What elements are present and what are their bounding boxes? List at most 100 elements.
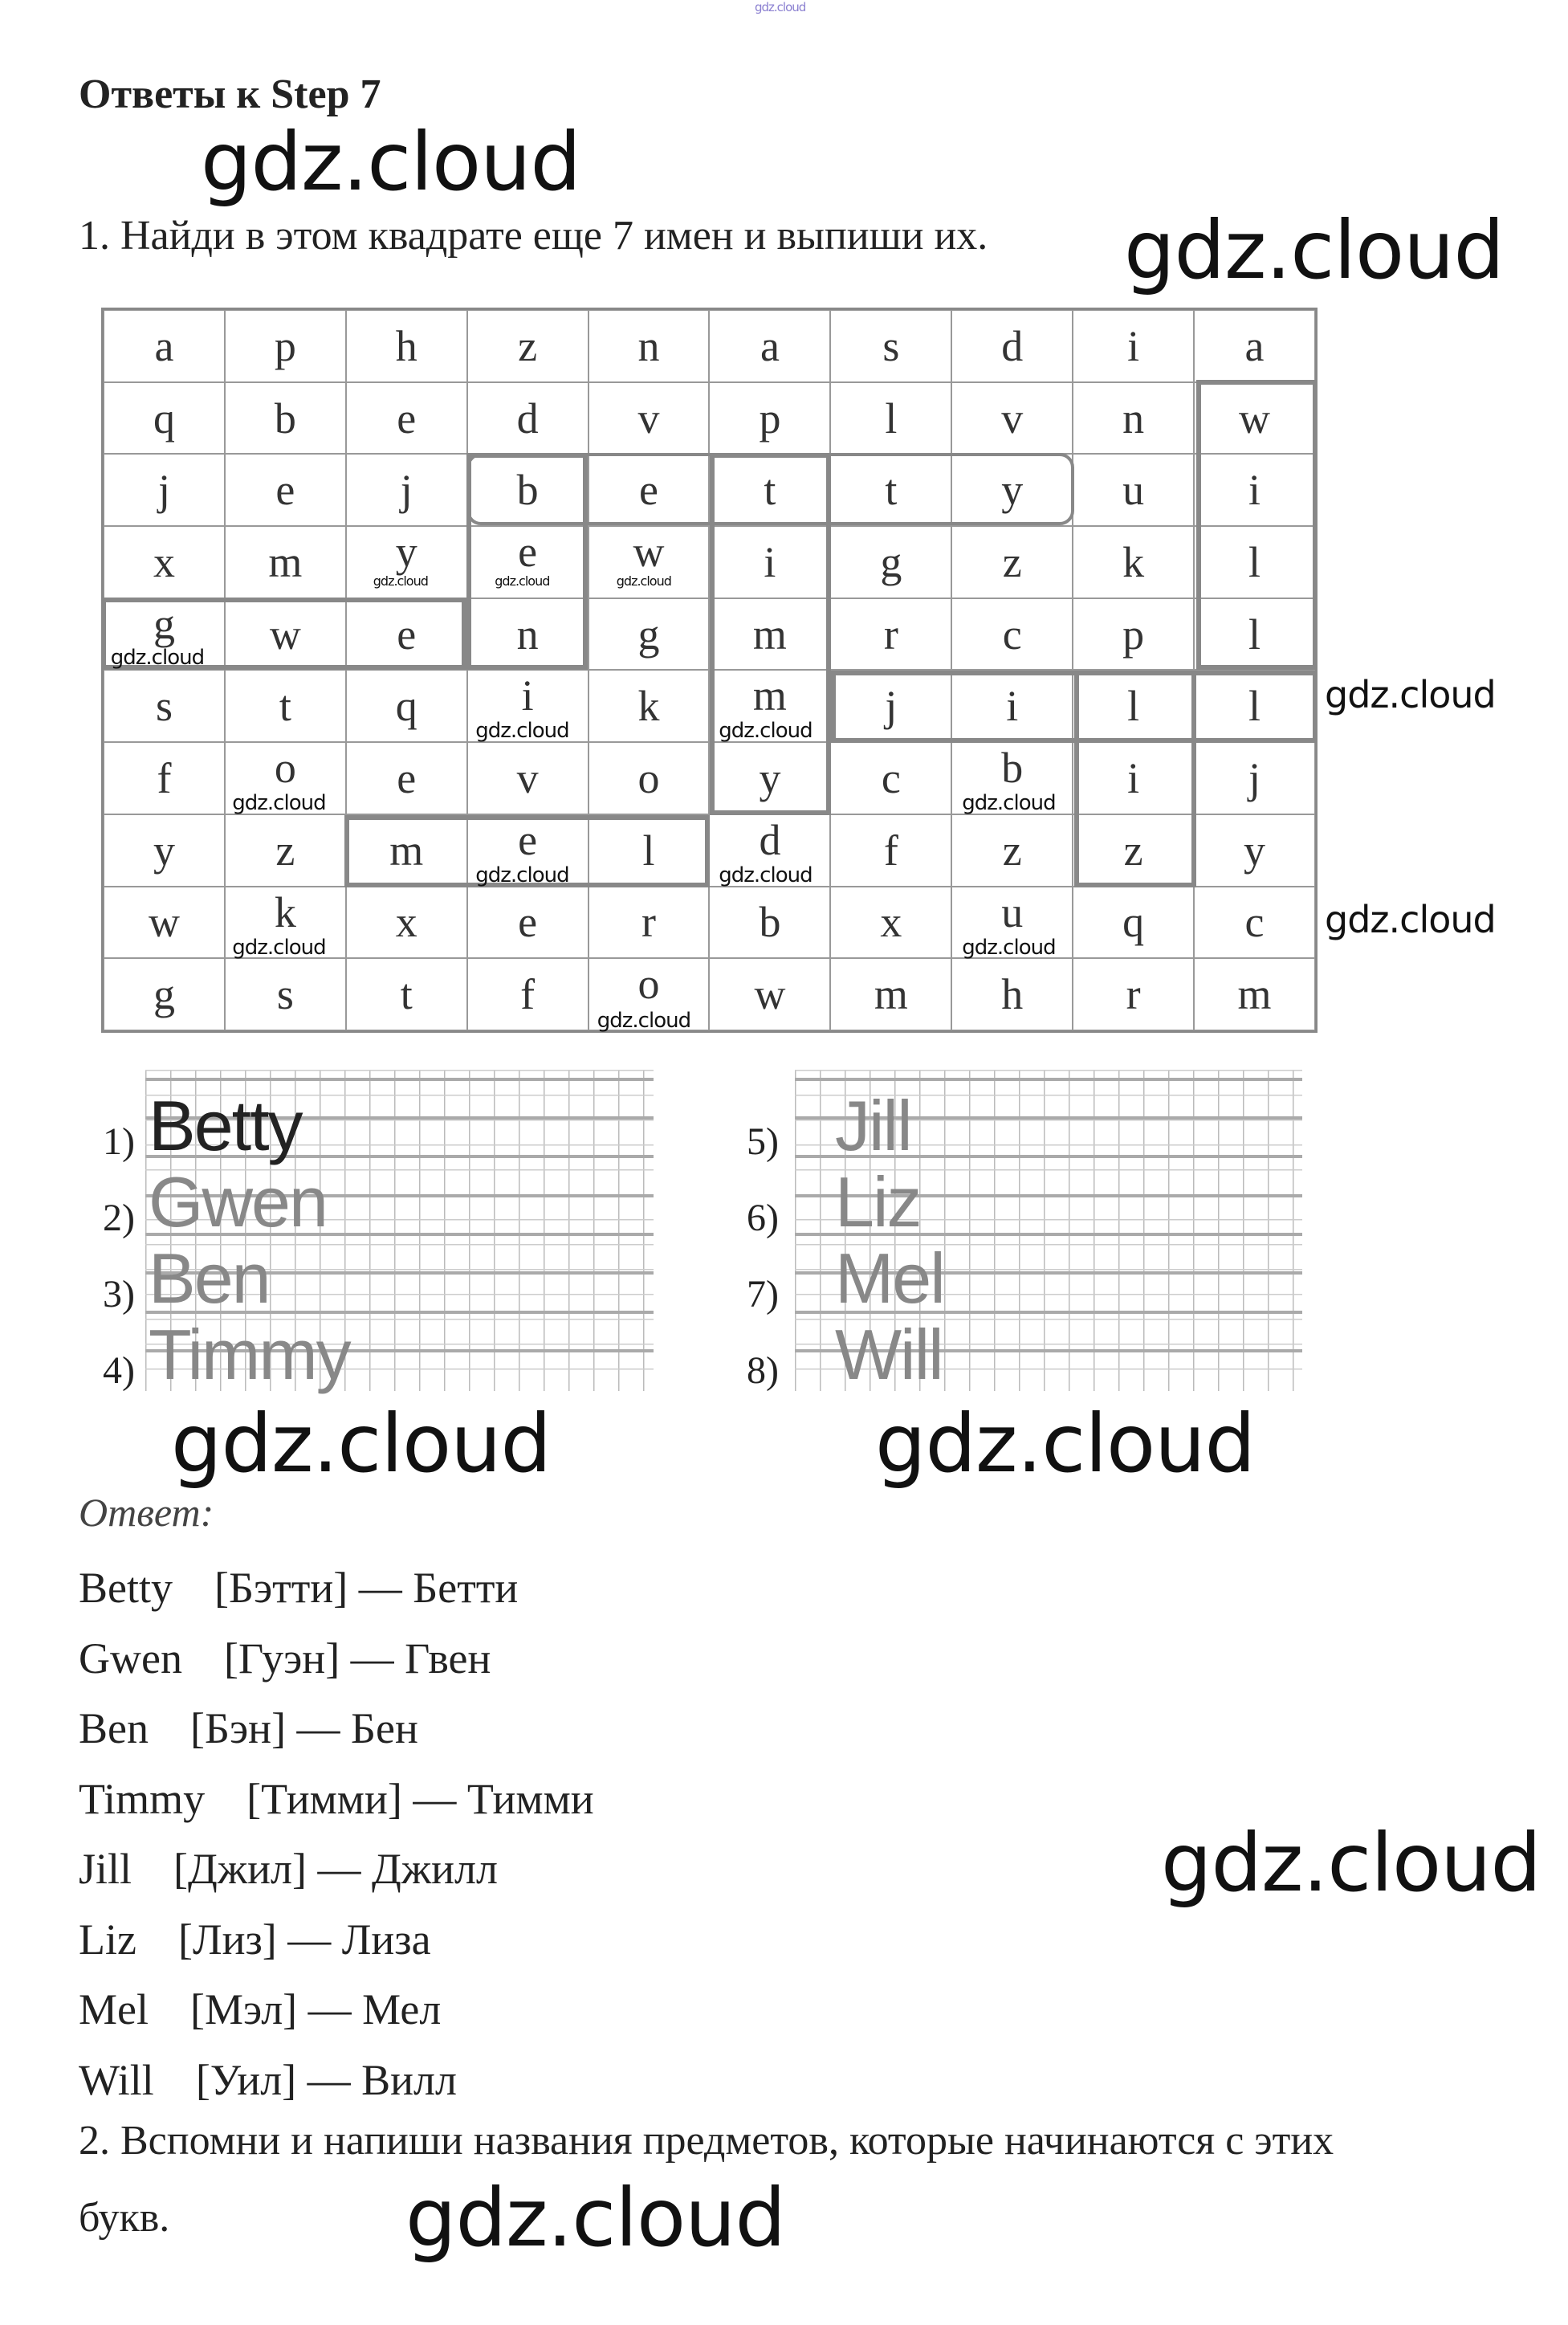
- answer-english: Liz: [79, 1915, 136, 1964]
- grid-cell: a: [1194, 310, 1315, 382]
- grid-cell: z: [1073, 814, 1195, 887]
- grid-letter: o: [637, 754, 660, 803]
- watermark: gdz.cloud: [475, 718, 569, 743]
- grid-cell: f: [466, 958, 589, 1030]
- grid-cell: h: [345, 310, 467, 382]
- answer-translation: [Лиз] — Лиза: [177, 1915, 431, 1964]
- grid-letter: w: [269, 610, 301, 659]
- name-number: 5): [747, 1120, 779, 1163]
- answer-translation: [Гуэн] — Гвен: [223, 1634, 491, 1683]
- grid-letter: y: [395, 528, 417, 577]
- watermark: gdz.cloud: [232, 790, 326, 815]
- grid-letter: k: [1122, 537, 1145, 586]
- grid-letter: o: [274, 744, 296, 793]
- grid-letter: b: [1001, 744, 1024, 793]
- grid-cell: s: [104, 670, 225, 743]
- grid-letter: e: [518, 528, 538, 577]
- grid-letter: e: [639, 466, 659, 515]
- grid-letter: z: [1002, 537, 1022, 586]
- grid-cell: b: [466, 454, 589, 527]
- grid-cell: i: [1194, 454, 1315, 527]
- grid-cell: s: [224, 958, 346, 1030]
- written-name: Ben: [149, 1238, 271, 1318]
- grid-letter: b: [516, 466, 539, 515]
- grid-letter: a: [1244, 321, 1265, 370]
- grid-cell: y: [1194, 814, 1315, 887]
- grid-letter: a: [760, 321, 780, 370]
- grid-letter: t: [764, 466, 776, 515]
- grid-letter: v: [637, 394, 660, 443]
- answer-translation: [Бэтти] — Бетти: [214, 1564, 519, 1612]
- grid-cell: m: [345, 814, 467, 887]
- answer-english: Betty: [79, 1564, 173, 1612]
- answer-english: Will: [79, 2055, 154, 2104]
- grid-letter: p: [1122, 610, 1145, 659]
- grid-cell: l: [1194, 670, 1315, 743]
- grid-cell: z: [224, 814, 346, 887]
- grid-cell: e: [345, 381, 467, 455]
- grid-cell: c: [830, 742, 952, 814]
- grid-cell: l: [588, 814, 710, 887]
- watermark: gdz.cloud: [495, 573, 550, 589]
- grid-cell: y: [951, 454, 1073, 527]
- grid-cell: k: [588, 670, 710, 743]
- grid-cell: n: [466, 598, 589, 671]
- watermark: gdz.cloud: [962, 936, 1056, 961]
- answer-label: Ответ:: [79, 1490, 214, 1535]
- grid-letter: n: [516, 610, 539, 659]
- grid-cell: t: [830, 454, 952, 527]
- grid-letter: q: [395, 682, 417, 731]
- answer-english: Mel: [79, 1985, 149, 2033]
- grid-cell: a: [709, 310, 831, 382]
- grid-letter: b: [274, 394, 296, 443]
- grid-cell: p: [1073, 598, 1195, 671]
- grid-letter: t: [400, 970, 413, 1019]
- grid-letter: g: [880, 537, 902, 586]
- written-name: Liz: [835, 1162, 922, 1242]
- grid-cell: m: [709, 598, 831, 671]
- answer-line: Will [Уил] — Вилл: [79, 2058, 499, 2102]
- grid-letter: d: [516, 394, 539, 443]
- grid-cell: d: [709, 814, 831, 887]
- grid-letter: g: [637, 610, 660, 659]
- watermark: gdz.cloud: [597, 1008, 691, 1033]
- answer-english: Timmy: [79, 1774, 206, 1823]
- grid-cell: w: [709, 958, 831, 1030]
- task-1-instruction: 1. Найди в этом квадрате еще 7 имен и вы…: [79, 213, 988, 259]
- grid-letter: y: [759, 754, 781, 803]
- grid-letter: z: [1002, 826, 1022, 875]
- grid-cell: l: [1073, 670, 1195, 743]
- watermark: gdz.cloud: [1325, 673, 1497, 716]
- written-name: Timmy: [149, 1315, 352, 1394]
- grid-letter: w: [633, 528, 665, 577]
- grid-cell: d: [951, 310, 1073, 382]
- grid-cell: e: [224, 454, 346, 527]
- answer-translation: [Уил] — Вилл: [195, 2055, 457, 2104]
- answer-writing-grid-right: [795, 1070, 1302, 1391]
- task-2-instruction-cont: букв.: [79, 2195, 170, 2241]
- name-number: 2): [103, 1197, 135, 1239]
- grid-cell: p: [224, 310, 346, 382]
- watermark: gdz.cloud: [719, 863, 813, 888]
- written-name: Mel: [835, 1238, 946, 1318]
- grid-cell: y: [104, 814, 225, 887]
- grid-cell: j: [830, 670, 952, 743]
- grid-letter: v: [516, 754, 539, 803]
- grid-cell: w: [588, 526, 710, 598]
- answer-english: Ben: [79, 1704, 149, 1752]
- grid-letter: w: [754, 970, 786, 1019]
- grid-cell: b: [709, 886, 831, 959]
- name-number: 3): [103, 1273, 135, 1315]
- grid-letter: k: [274, 887, 296, 936]
- grid-cell: x: [830, 886, 952, 959]
- grid-letter: l: [1248, 682, 1261, 731]
- grid-cell: n: [588, 310, 710, 382]
- grid-letter: c: [881, 754, 901, 803]
- grid-cell: g: [588, 598, 710, 671]
- grid-letter: r: [1126, 970, 1141, 1019]
- grid-cell: i: [1073, 742, 1195, 814]
- grid-letter: z: [518, 321, 538, 370]
- grid-letter: n: [637, 321, 660, 370]
- grid-cell: q: [104, 381, 225, 455]
